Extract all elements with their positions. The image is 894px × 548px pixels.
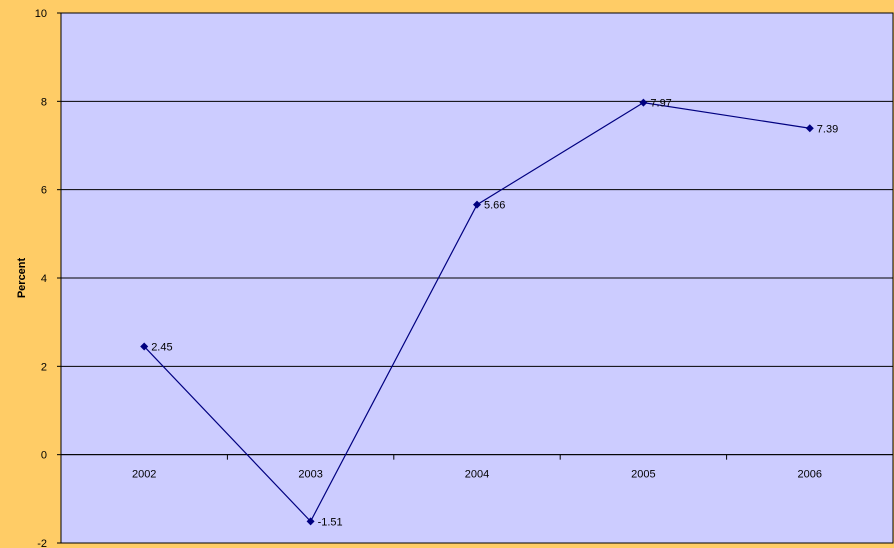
data-labels: 2.45 -1.51 5.66 7.97 7.39	[151, 98, 838, 529]
y-axis-title: Percent	[16, 257, 28, 298]
x-tick-label: 2002	[132, 469, 156, 481]
data-point	[140, 342, 149, 351]
x-tick-label: 2003	[298, 469, 322, 481]
y-tick-label: -2	[37, 538, 47, 548]
x-tick-label: 2004	[465, 469, 489, 481]
data-point	[639, 98, 648, 107]
y-tick-label: 4	[41, 273, 47, 285]
x-tick-label: 2005	[631, 469, 655, 481]
data-label: 7.39	[817, 123, 838, 135]
data-label: 5.66	[484, 200, 505, 212]
x-tick-labels: 2002 2003 2004 2005 2006	[132, 469, 822, 481]
y-tick-label: 0	[41, 450, 47, 462]
y-tick-label: 10	[35, 8, 47, 20]
y-tick-label: 6	[41, 185, 47, 197]
data-label: -1.51	[318, 516, 343, 528]
data-point	[473, 200, 481, 209]
y-tick-labels: -2 0 2 4 6 8 10	[35, 8, 47, 548]
data-point	[306, 517, 315, 526]
data-label: 2.45	[151, 341, 172, 353]
data-point	[805, 124, 814, 133]
axes	[57, 12, 894, 544]
y-tick-label: 8	[41, 96, 47, 108]
series-line	[140, 98, 814, 526]
data-label: 7.97	[650, 98, 671, 110]
x-tick-label: 2006	[798, 469, 822, 481]
y-tick-label: 2	[41, 361, 47, 373]
